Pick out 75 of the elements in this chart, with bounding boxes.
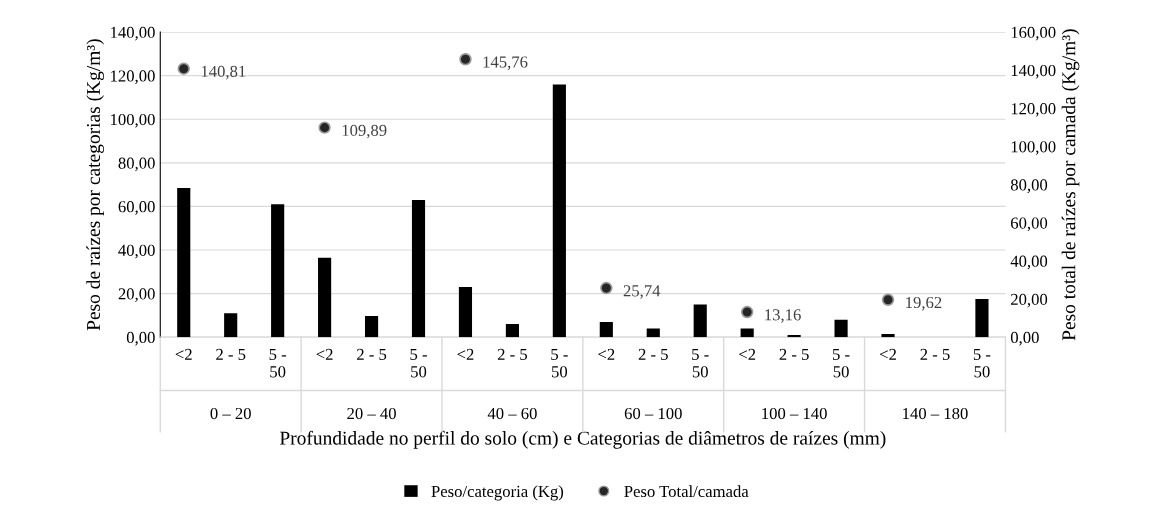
y-tick-label: 120,00 xyxy=(111,70,155,85)
y-tick-label: 0,00 xyxy=(126,331,155,346)
x-tick-label: 2 - 5 xyxy=(497,348,528,361)
y2-tick-label: 100,00 xyxy=(1011,141,1056,155)
x-tick-label: 2 - 5 xyxy=(920,348,950,361)
text: 100 – 140 xyxy=(762,407,827,420)
x-tick-label: 5 - 50 xyxy=(551,348,568,378)
text: 20 – 40 xyxy=(347,407,396,420)
x-tick-label: 5 - 50 xyxy=(269,348,287,378)
y2-tick-label: 120,00 xyxy=(1011,103,1056,117)
x-tick-label: 5 - 50 xyxy=(692,348,709,378)
bar xyxy=(740,328,754,338)
y2-axis-title: Peso total de raízes por camada (Kg/m³) xyxy=(1061,29,1080,341)
data-label: 25,74 xyxy=(623,285,661,299)
text: 140 – 180 xyxy=(903,407,968,420)
x-axis-title: Profundidade no perfil do solo (cm) e Categorias de diâmetros de raízes (mm) xyxy=(279,430,886,449)
x-tick-label: 5 - 50 xyxy=(410,348,427,378)
bar xyxy=(646,328,660,338)
y-tick-label: 40,00 xyxy=(118,244,155,259)
text: 40 – 60 xyxy=(487,407,537,420)
bar xyxy=(177,187,191,338)
data-label: 145,76 xyxy=(483,56,528,70)
point xyxy=(459,53,472,66)
bar xyxy=(881,333,895,338)
point xyxy=(740,305,754,319)
point xyxy=(600,281,613,295)
x-tick-label: <2 xyxy=(175,348,192,360)
bar xyxy=(224,313,238,338)
x-tick-label: <2 xyxy=(316,348,333,360)
x-tick-label: <2 xyxy=(457,348,474,360)
x-tick-label: 2 - 5 xyxy=(357,348,387,361)
data-label: 13,16 xyxy=(765,309,801,323)
legend-label: Peso Total/camada xyxy=(624,485,749,498)
bar xyxy=(318,257,332,338)
data-label: 109,89 xyxy=(342,124,387,139)
y-tick-label: 20,00 xyxy=(118,288,155,302)
y-axis-title: Peso de raízes por categorias (Kg/m³) xyxy=(86,39,105,331)
point xyxy=(177,62,190,75)
y-tick-label: 60,00 xyxy=(118,201,155,215)
text: 60 – 100 xyxy=(624,407,682,420)
x-tick-label: 2 - 5 xyxy=(779,348,809,361)
bar xyxy=(458,287,473,338)
point xyxy=(881,293,895,306)
x-tick-label: <2 xyxy=(739,348,756,360)
x-tick-label: <2 xyxy=(598,348,615,360)
y2-tick-label: 0,00 xyxy=(1010,331,1039,346)
data-label: 19,62 xyxy=(906,296,942,311)
y2-tick-label: 140,00 xyxy=(1011,64,1056,79)
y-tick-label: 100,00 xyxy=(111,113,155,128)
x-tick-label: 5 - 50 xyxy=(973,348,991,378)
bar xyxy=(271,204,285,338)
bar xyxy=(975,299,989,338)
bar xyxy=(411,199,426,338)
y2-tick-label: 20,00 xyxy=(1011,293,1048,308)
x-tick-label: 2 - 5 xyxy=(638,348,668,361)
x-tick-label: <2 xyxy=(880,348,896,360)
y2-tick-label: 160,00 xyxy=(1011,26,1056,41)
bar xyxy=(693,304,707,338)
bar xyxy=(505,324,519,338)
y2-tick-label: 80,00 xyxy=(1010,179,1048,193)
y-tick-label: 140,00 xyxy=(111,26,155,41)
y-tick-label: 80,00 xyxy=(118,157,155,172)
x-tick-label: 2 - 5 xyxy=(216,348,246,361)
bar xyxy=(552,84,566,338)
point xyxy=(318,121,331,134)
legend-label: Peso/categoria (Kg) xyxy=(431,485,564,501)
bar xyxy=(834,319,848,338)
x-tick-label: 5 - 50 xyxy=(833,348,850,378)
text: 0 – 20 xyxy=(210,407,251,420)
bar xyxy=(787,334,801,338)
bar xyxy=(599,321,613,338)
data-label: 140,81 xyxy=(201,65,246,80)
y2-tick-label: 60,00 xyxy=(1010,217,1048,232)
y2-tick-label: 40,00 xyxy=(1010,255,1048,270)
bar xyxy=(364,316,379,338)
